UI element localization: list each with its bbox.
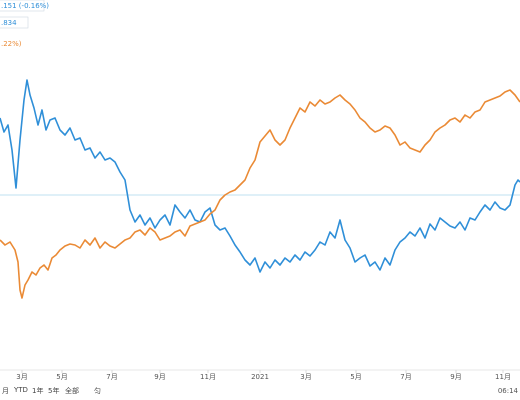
x-tick-label: 5月 xyxy=(350,373,361,381)
x-tick-label: 3月 xyxy=(16,373,27,381)
time-label: 06:14 xyxy=(497,387,518,395)
series-line-orange xyxy=(0,89,520,299)
x-tick-label: 5月 xyxy=(56,373,67,381)
legend-box-1 xyxy=(0,0,45,12)
range-button-all[interactable]: 全部 xyxy=(65,387,79,395)
legend-series2-text: .834 xyxy=(1,19,17,27)
range-button-ytd[interactable]: YTD xyxy=(14,386,28,394)
x-axis-ticks: 3月 5月 7月 9月 11月 2021 3月 5月 7月 9月 11月 xyxy=(16,370,511,381)
range-button-month[interactable]: 月 xyxy=(2,387,9,395)
line-chart: .151 (-0.16%) .834 .22%) 3月 5月 7月 9月 11月 2021… xyxy=(0,0,520,381)
range-button-more[interactable]: 匀 xyxy=(94,387,101,395)
x-tick-label: 7月 xyxy=(400,373,411,381)
x-tick-label: 3月 xyxy=(300,373,311,381)
x-tick-label: 9月 xyxy=(450,373,461,381)
x-tick-label: 9月 xyxy=(154,373,165,381)
legend: .151 (-0.16%) .834 .22%) xyxy=(0,0,49,48)
legend-series1-text: .151 (-0.16%) xyxy=(1,2,49,10)
series-line-blue xyxy=(0,79,520,273)
legend-series3-text: .22%) xyxy=(1,40,22,48)
legend-box-2 xyxy=(0,16,29,29)
range-button-5y[interactable]: 5年 xyxy=(48,387,60,395)
range-selector-bar: 月 YTD 1年 5年 全部 匀 06:14 xyxy=(0,383,520,400)
x-tick-label: 11月 xyxy=(200,373,216,381)
x-tick-label: 7月 xyxy=(106,373,117,381)
x-tick-label: 2021 xyxy=(251,373,269,381)
range-button-1y[interactable]: 1年 xyxy=(32,387,44,395)
x-tick-label: 11月 xyxy=(495,373,511,381)
series-layer xyxy=(0,79,520,299)
